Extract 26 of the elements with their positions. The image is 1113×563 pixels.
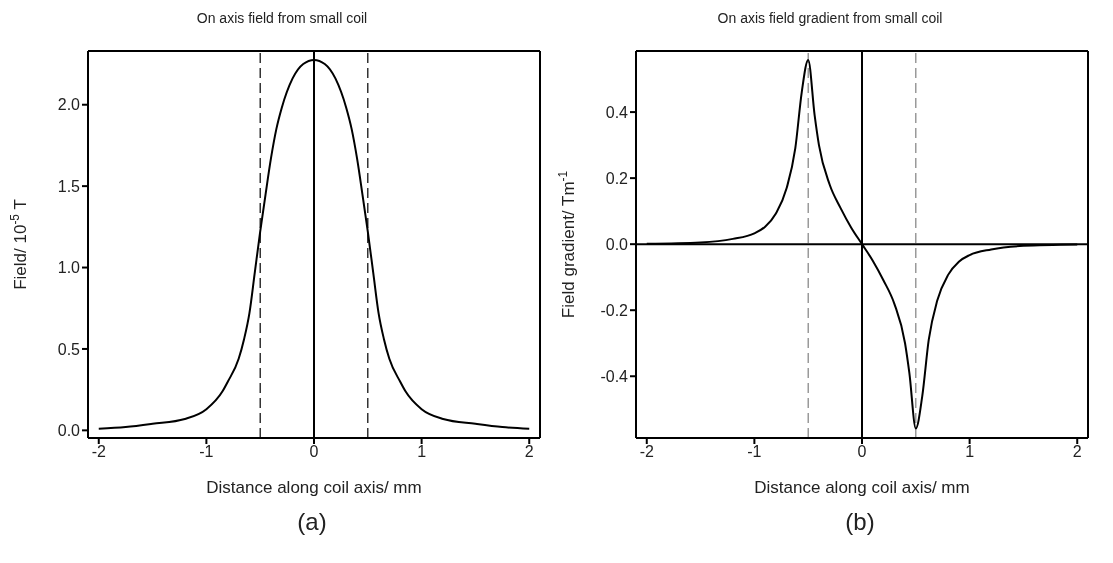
x-tick-label: -1 — [747, 443, 762, 461]
x-tick-label: 2 — [524, 443, 534, 461]
y-tick-label: -0.4 — [600, 367, 629, 385]
x-tick-label: 0 — [857, 443, 867, 461]
y-tick-label: 1.0 — [57, 259, 81, 277]
y-tick-label: 0.0 — [57, 422, 81, 440]
y-tick-label: 0.4 — [605, 103, 629, 121]
x-tick-label: 1 — [965, 443, 975, 461]
x-tick-label: -2 — [91, 443, 106, 461]
chart-title: On axis field gradient from small coil — [716, 9, 944, 28]
x-tick-label: 2 — [1072, 443, 1082, 461]
x-tick-label: -2 — [639, 443, 654, 461]
x-tick-label: 0 — [309, 443, 319, 461]
chart-title: On axis field from small coil — [195, 9, 369, 28]
x-axis-title: Distance along coil axis/ mm — [754, 478, 970, 497]
y-tick-label: 2.0 — [57, 96, 81, 114]
x-axis-title: Distance along coil axis/ mm — [206, 478, 422, 497]
x-tick-label: -1 — [199, 443, 214, 461]
y-tick-label: 0.5 — [57, 340, 81, 358]
y-tick-label: -0.2 — [600, 301, 629, 319]
y-tick-label: 1.5 — [57, 177, 81, 195]
text: (b) — [844, 508, 876, 536]
text: (a) — [296, 508, 328, 536]
x-tick-label: 1 — [417, 443, 427, 461]
y-tick-label: 0.0 — [605, 235, 629, 253]
y-tick-label: 0.2 — [605, 169, 629, 187]
